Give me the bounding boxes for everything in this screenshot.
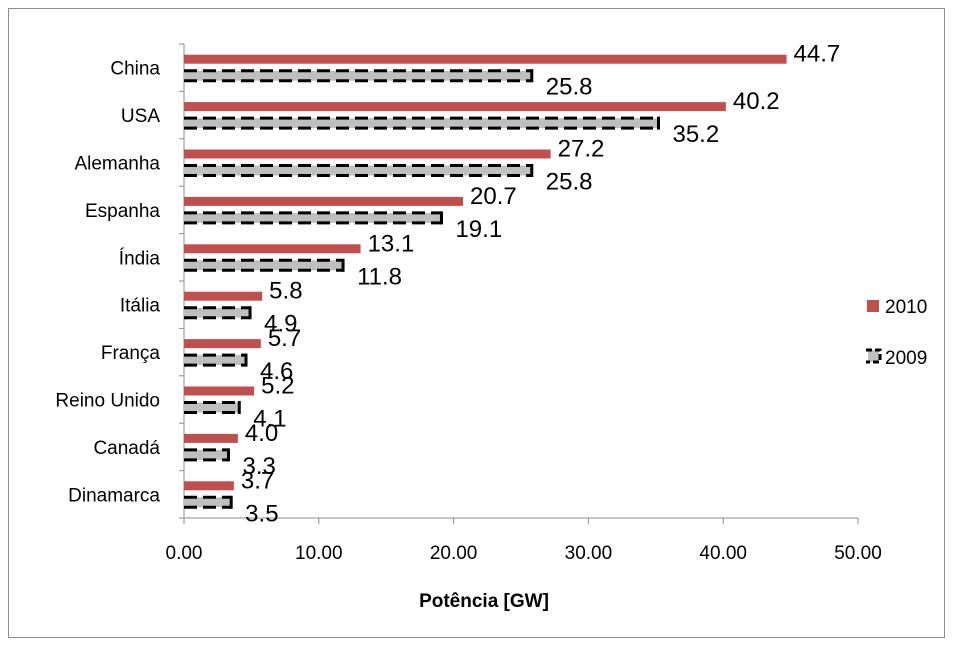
x-tick-label: 10.00 xyxy=(295,543,343,564)
x-tick-label: 30.00 xyxy=(565,543,613,564)
legend-swatch-2010 xyxy=(867,300,879,312)
category-label: China xyxy=(110,59,160,80)
category-label: Reino Unido xyxy=(55,391,160,412)
category-label: Alemanha xyxy=(74,154,160,175)
x-tick-label: 20.00 xyxy=(430,543,478,564)
bar-2009 xyxy=(184,307,251,318)
bar-2009 xyxy=(184,355,247,366)
chart-legend: 2010 2009 xyxy=(866,297,927,369)
data-label-2010: 5.8 xyxy=(269,278,302,305)
legend-swatch-2009-border xyxy=(866,348,882,364)
data-label-2010: 4.0 xyxy=(245,420,278,447)
category-label: Dinamarca xyxy=(68,485,160,506)
bar-2009 xyxy=(184,449,229,460)
data-label-2009: 35.2 xyxy=(672,121,719,148)
data-label-2010: 3.7 xyxy=(241,467,274,494)
legend-label-2009: 2009 xyxy=(885,348,927,369)
chart-bars xyxy=(184,54,787,509)
category-label: Canadá xyxy=(93,438,160,459)
data-label-2009: 4.6 xyxy=(260,358,293,385)
bar-2010 xyxy=(184,433,238,443)
bar-2010 xyxy=(184,196,464,206)
category-label: Itália xyxy=(120,296,161,317)
bar-2010 xyxy=(184,102,726,112)
data-label-2010: 13.1 xyxy=(368,230,415,257)
data-label-2009: 3.5 xyxy=(245,500,278,527)
data-label-2010: 40.2 xyxy=(733,88,780,115)
bar-2010 xyxy=(184,291,263,301)
bar-2010 xyxy=(184,339,261,349)
x-tick-label: 40.00 xyxy=(699,543,747,564)
data-label-2010: 5.2 xyxy=(261,373,294,400)
data-label-2010: 44.7 xyxy=(794,41,841,68)
bar-2010 xyxy=(184,54,787,64)
category-label: Espanha xyxy=(85,201,160,222)
data-label-2009: 11.8 xyxy=(357,263,402,290)
category-label: França xyxy=(101,343,161,364)
bar-2010 xyxy=(184,244,361,254)
bar-2009 xyxy=(184,70,532,81)
bar-2010 xyxy=(184,149,551,159)
data-label-2009: 19.1 xyxy=(455,216,502,243)
bar-2010 xyxy=(184,481,234,491)
data-label-2009: 3.3 xyxy=(242,453,275,480)
bar-2009 xyxy=(184,260,344,271)
bar-2009 xyxy=(184,402,240,413)
data-label-2010: 20.7 xyxy=(470,183,517,210)
legend-label-2010: 2010 xyxy=(885,297,927,318)
data-label-2009: 4.1 xyxy=(253,406,286,433)
data-label-2009: 25.8 xyxy=(546,169,593,196)
x-tick-label: 50.00 xyxy=(834,543,882,564)
data-label-2010: 27.2 xyxy=(558,136,605,163)
bar-2009 xyxy=(184,165,532,176)
bar-2009 xyxy=(184,212,442,223)
data-label-2010: 5.7 xyxy=(268,325,301,352)
x-axis-title: Potência [GW] xyxy=(419,591,549,612)
legend-swatch-2009 xyxy=(868,350,879,362)
bar-2010 xyxy=(184,386,255,396)
chart-labels: 44.7 25.8 40.2 35.2 27.2 25.8 20.7 19.1 13.1 11.8… xyxy=(241,41,840,528)
data-label-2009: 25.8 xyxy=(546,74,593,101)
chart-frame xyxy=(8,8,945,638)
x-tick-label: 0.00 xyxy=(166,543,203,564)
category-label: Índia xyxy=(119,248,161,269)
bar-2009 xyxy=(184,118,659,129)
data-label-2009: 4.9 xyxy=(264,311,297,338)
category-label: USA xyxy=(121,106,160,127)
bar-2009 xyxy=(184,497,232,508)
